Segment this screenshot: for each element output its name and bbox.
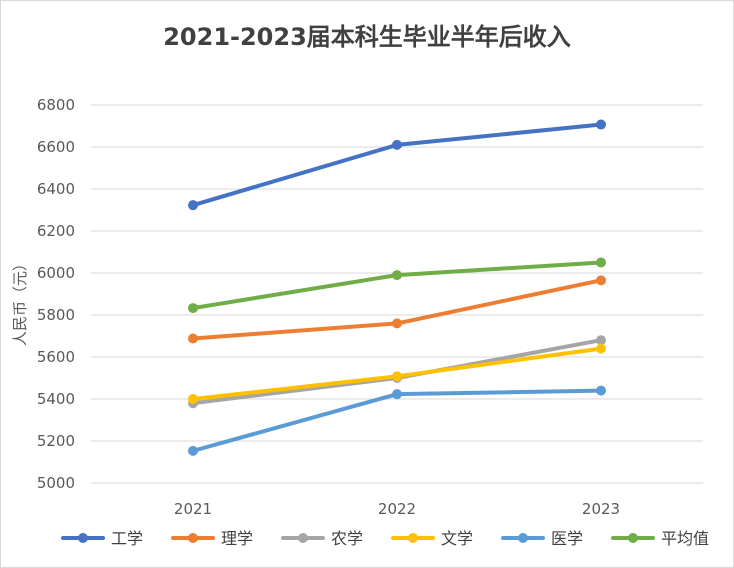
data-point	[392, 270, 402, 281]
legend-marker	[628, 533, 638, 543]
legend-label: 农学	[331, 529, 363, 548]
y-axis-label: 人民币（元）	[11, 256, 29, 346]
data-point	[188, 445, 198, 456]
y-tick-label: 5000	[37, 474, 75, 492]
y-tick-label: 5600	[37, 348, 75, 366]
data-point	[596, 119, 606, 130]
series-line	[191, 388, 603, 453]
data-point	[188, 394, 198, 404]
y-tick-label: 6200	[37, 222, 75, 240]
legend-label: 平均值	[661, 529, 709, 548]
data-point	[596, 257, 606, 268]
legend-marker	[298, 533, 308, 543]
x-tick-label: 2022	[378, 500, 416, 518]
gridlines	[91, 104, 703, 484]
data-point	[596, 335, 606, 346]
series-5	[188, 385, 606, 456]
legend-marker	[518, 533, 528, 543]
y-tick-label: 6600	[37, 138, 75, 156]
series-line	[191, 278, 603, 341]
y-tick-label: 6000	[37, 264, 75, 282]
data-point	[596, 343, 606, 354]
series-2	[188, 275, 606, 344]
y-tick-label: 5800	[37, 306, 75, 324]
legend-label: 工学	[111, 529, 143, 548]
x-axis-ticks: 2021 2022 2023	[174, 500, 620, 518]
data-point	[392, 139, 402, 150]
y-axis-ticks: 5000 5200 5400 5600 5800 6000 6200 6400 6600 6800	[37, 96, 75, 492]
legend-item: 平均值	[611, 529, 709, 548]
series-4	[188, 343, 606, 404]
legend-marker	[408, 533, 418, 543]
legend-label: 理学	[221, 529, 253, 548]
series-line	[191, 260, 603, 311]
legend: 工学 理学 农学 文学 医学 平均值	[61, 529, 709, 548]
series-lines	[188, 119, 606, 456]
y-tick-label: 6400	[37, 180, 75, 198]
data-point	[392, 371, 402, 382]
series-line	[191, 122, 603, 208]
legend-item: 文学	[391, 529, 473, 548]
legend-item: 工学	[61, 529, 143, 548]
y-tick-label: 6800	[37, 96, 75, 114]
data-point	[596, 385, 606, 396]
data-point	[188, 200, 198, 211]
legend-label: 医学	[551, 529, 583, 548]
chart-title: 2021-2023届本科生毕业半年后收入	[163, 23, 571, 51]
data-point	[188, 333, 198, 344]
y-tick-label: 5200	[37, 432, 75, 450]
data-point	[596, 275, 606, 286]
x-tick-label: 2023	[582, 500, 620, 518]
y-tick-label: 5400	[37, 390, 75, 408]
data-point	[392, 389, 402, 400]
legend-marker	[188, 533, 198, 543]
x-tick-label: 2021	[174, 500, 212, 518]
legend-item: 医学	[501, 529, 583, 548]
legend-marker	[78, 533, 88, 543]
legend-item: 农学	[281, 529, 363, 548]
legend-item: 理学	[171, 529, 253, 548]
series-1	[188, 119, 606, 211]
series-6	[188, 257, 606, 314]
data-point	[392, 318, 402, 329]
legend-label: 文学	[441, 529, 473, 548]
data-point	[188, 303, 198, 314]
